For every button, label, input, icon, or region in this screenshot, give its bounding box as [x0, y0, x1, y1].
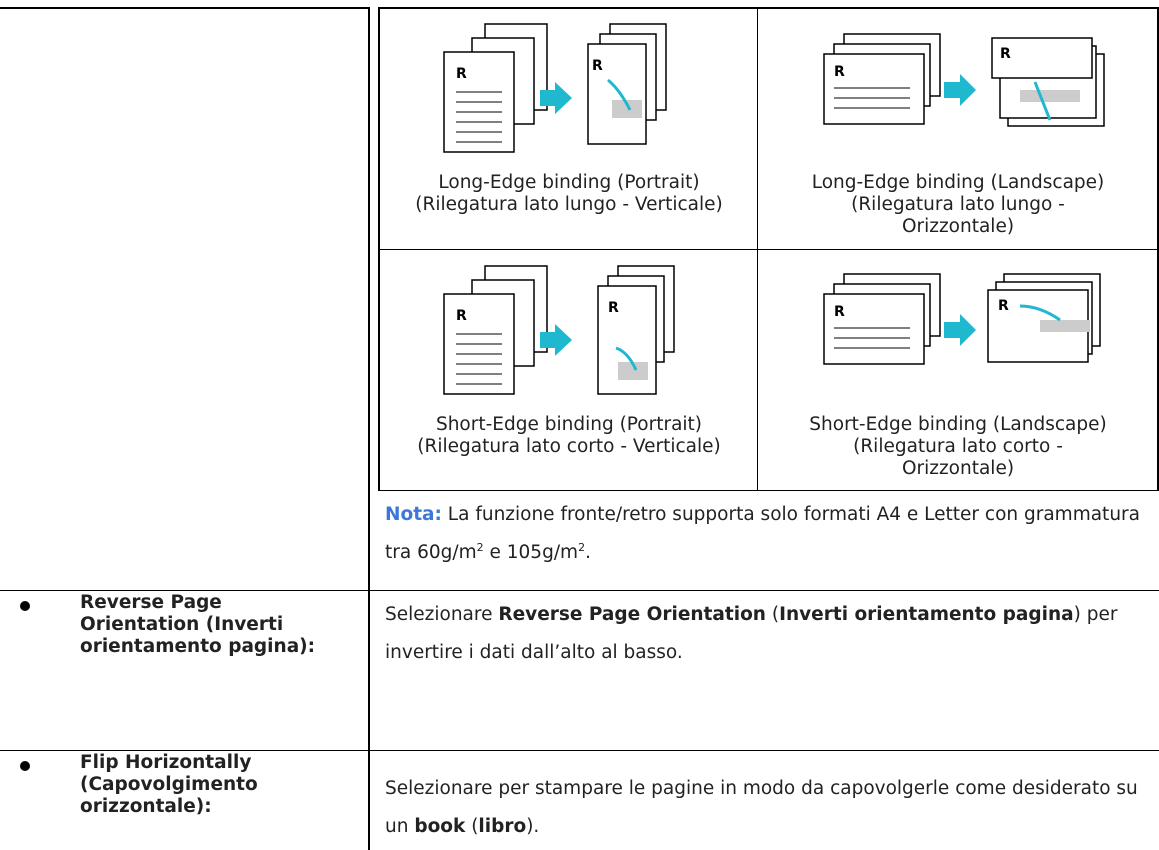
- bullet: [20, 601, 30, 611]
- text: Selezionare per stampare le pagine in mo…: [385, 778, 1138, 837]
- text: .: [585, 542, 591, 563]
- row-label: Flip Horizontally (Capovolgimento orizzo…: [80, 752, 258, 817]
- rule: [0, 590, 1159, 591]
- superscript: 2: [578, 540, 586, 554]
- caption: Short-Edge binding (Landscape) (Rilegatu…: [809, 414, 1107, 479]
- text: (: [465, 816, 479, 837]
- text: ) per invertire i dati dall’alto al bass…: [385, 604, 1118, 663]
- svg-text:R: R: [456, 66, 467, 82]
- illustration: R R: [823, 273, 1101, 365]
- svg-text:R: R: [998, 298, 1009, 314]
- text: Selezionare: [385, 604, 499, 625]
- caption: Long-Edge binding (Portrait) (Rilegatura…: [415, 172, 723, 215]
- rule: [378, 490, 1159, 491]
- svg-text:R: R: [1000, 46, 1011, 62]
- text: e 105g/m: [483, 542, 579, 563]
- text: (: [765, 604, 780, 625]
- svg-text:R: R: [608, 300, 619, 316]
- text: ).: [526, 816, 540, 837]
- row-description: Selezionare per stampare le pagine in mo…: [385, 770, 1145, 846]
- rule: [0, 7, 368, 9]
- rule: [368, 7, 370, 850]
- rule: [0, 750, 1159, 751]
- bold-text: libro: [478, 816, 527, 837]
- note-label: Nota:: [385, 504, 442, 525]
- row-description: Selezionare Reverse Page Orientation (In…: [385, 596, 1125, 672]
- bullet: [20, 761, 30, 771]
- rule: [378, 7, 1159, 9]
- bold-text: Reverse Page Orientation: [498, 604, 766, 625]
- bold-text: Inverti orientamento pagina: [779, 604, 1074, 625]
- note: Nota: La funzione fronte/retro supporta …: [385, 496, 1157, 572]
- svg-text:R: R: [834, 304, 845, 320]
- row-label: Reverse Page Orientation (Inverti orient…: [80, 592, 316, 657]
- svg-text:R: R: [592, 58, 603, 74]
- rule: [378, 249, 1159, 250]
- bold-text: book: [414, 816, 466, 837]
- text: La funzione fronte/retro supporta solo f…: [385, 504, 1140, 563]
- illustration: R R: [443, 265, 675, 395]
- illustration: R R: [443, 23, 667, 153]
- superscript: 2: [476, 540, 484, 554]
- caption: Short-Edge binding (Portrait) (Rilegatur…: [417, 414, 721, 457]
- caption: Long-Edge binding (Landscape) (Rilegatur…: [811, 172, 1105, 237]
- svg-text:R: R: [456, 308, 467, 324]
- illustration: R R: [823, 33, 1105, 127]
- svg-text:R: R: [834, 64, 845, 80]
